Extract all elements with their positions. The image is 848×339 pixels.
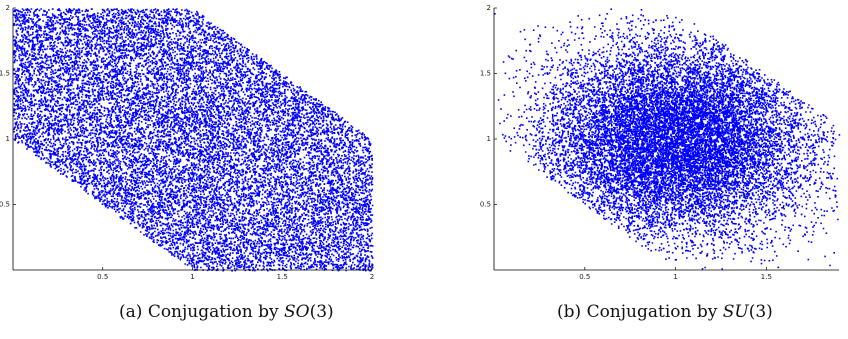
caption-a-text: Conjugation by xyxy=(147,302,279,322)
x-tick-label: 1 xyxy=(190,273,194,281)
scatter-points xyxy=(494,8,841,270)
axes-so3 xyxy=(12,7,373,271)
x-tick-label: 0.5 xyxy=(579,273,590,281)
y-tick-label: 1.5 xyxy=(480,70,491,78)
x-tick-label: 1.5 xyxy=(277,273,288,281)
x-tick-label: 0.5 xyxy=(97,273,108,281)
scatter-plot-su3: 0.5 1 1.5 0.5 1 1.5 2 xyxy=(480,4,841,281)
caption-a-arg: (3) xyxy=(309,302,334,322)
tick-labels-so3: 0.5 1 1.5 2 0.5 1 1.5 2 xyxy=(0,4,374,281)
caption-b-text: Conjugation by xyxy=(586,302,718,322)
caption-a-label: (a) xyxy=(119,302,143,322)
y-tick-label: 0.5 xyxy=(480,201,491,209)
x-tick-label: 1.5 xyxy=(761,273,772,281)
x-tick-label: 2 xyxy=(370,273,374,281)
data-points-su3 xyxy=(494,8,841,270)
y-tick-label: 0.5 xyxy=(0,201,10,209)
scatter-plot-so3: 0.5 1 1.5 2 0.5 1 1.5 2 xyxy=(0,4,374,281)
y-tick-label: 1.5 xyxy=(0,70,10,78)
y-tick-label: 1 xyxy=(6,135,10,143)
axes-su3 xyxy=(493,7,839,271)
caption-b-label: (b) xyxy=(557,302,582,322)
caption-a-math: SO xyxy=(284,302,310,322)
data-points-so3 xyxy=(13,8,374,272)
y-tick-label: 1 xyxy=(487,135,491,143)
y-tick-label: 2 xyxy=(6,4,10,12)
x-tick-label: 1 xyxy=(673,273,677,281)
caption-b: (b) Conjugation by SU(3) xyxy=(557,302,773,322)
y-tick-label: 2 xyxy=(487,4,491,12)
caption-b-math: SU xyxy=(722,302,749,322)
caption-b-arg: (3) xyxy=(748,302,773,322)
tick-labels-su3: 0.5 1 1.5 0.5 1 1.5 2 xyxy=(480,4,772,281)
caption-a: (a) Conjugation by SO(3) xyxy=(119,302,334,322)
scatter-points xyxy=(13,8,374,272)
